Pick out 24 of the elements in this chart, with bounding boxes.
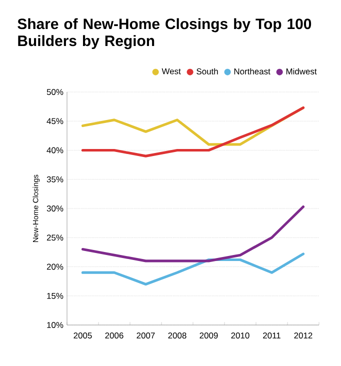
y-tick-label: 20%: [46, 264, 64, 270]
x-tick-label: 2005: [74, 332, 92, 339]
line-series: [81, 106, 305, 158]
x-tick-label: 2006: [105, 332, 124, 339]
x-tick-label: 2011: [263, 332, 280, 339]
legend-label: Northeast: [234, 68, 270, 74]
y-tick-label: 40%: [46, 147, 64, 154]
y-tick-label: 25%: [46, 234, 64, 241]
legend-label: South: [196, 68, 218, 74]
x-tick-label: 2009: [200, 332, 218, 339]
y-tick-label: 50%: [46, 89, 64, 95]
chart-title: Share of New-Home Closings by Top 100 Builders by Region: [18, 18, 312, 50]
x-tick-label: 2010: [231, 332, 250, 339]
legend-label: Midwest: [286, 68, 317, 74]
y-tick-label: 35%: [46, 176, 64, 182]
line-series: [81, 252, 305, 286]
x-tick-label: 2012: [294, 332, 312, 339]
x-tick-label: 2007: [136, 332, 155, 339]
x-tick-label: 2008: [168, 332, 186, 339]
y-tick-label: 30%: [46, 206, 64, 212]
y-tick-label: 15%: [47, 292, 64, 299]
legend-label: West: [162, 68, 181, 74]
y-tick-label: 10%: [47, 322, 64, 328]
y-tick-label: 45%: [46, 118, 64, 124]
